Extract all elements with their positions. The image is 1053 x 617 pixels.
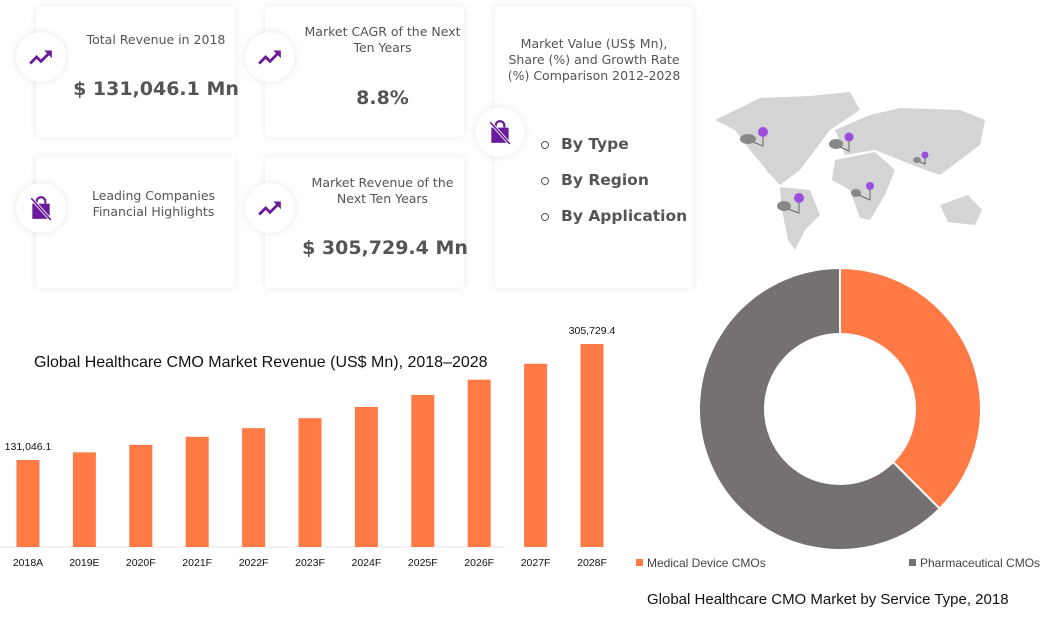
service-type-donut-chart: Medical Device CMOs Pharmaceutical CMOs … xyxy=(636,266,1040,608)
trending-up-icon xyxy=(16,32,66,82)
bar-2027F xyxy=(524,363,548,547)
option-by-region[interactable]: By Region xyxy=(541,171,649,189)
map-pin-europe xyxy=(829,132,854,152)
x-tick-label: 2022F xyxy=(239,557,269,569)
card-value: $ 305,729.4 Mn xyxy=(302,237,468,259)
trending-up-icon xyxy=(245,32,295,82)
map-pin-north-america xyxy=(740,127,768,147)
data-label-last: 305,729.4 xyxy=(569,325,616,337)
map-pin-asia xyxy=(913,151,929,165)
map-pins xyxy=(740,127,929,214)
card-label: Total Revenue in 2018 xyxy=(86,32,226,47)
card-label: Leading Companies Financial Highlights xyxy=(91,188,216,219)
x-tick-label: 2020F xyxy=(126,557,156,569)
bar-2022F xyxy=(242,428,266,547)
card-label: Market Revenue of the Next Ten Years xyxy=(311,175,454,206)
card-cagr: Market CAGR of the Next Ten Years 8.8% xyxy=(265,6,464,137)
world-map xyxy=(715,92,985,250)
x-tick-label: 2028F xyxy=(577,557,607,569)
donut-slice-1 xyxy=(698,266,942,551)
chart-title: Global Healthcare CMO Market by Service … xyxy=(647,591,1009,608)
x-tick-label: 2027F xyxy=(521,557,551,569)
trending-up-icon xyxy=(245,183,295,233)
card-label: Market Value (US$ Mn), Share (%) and Gro… xyxy=(507,36,681,83)
chart-title: Global Healthcare CMO Market Revenue (US… xyxy=(34,354,488,371)
card-value: $ 131,046.1 Mn xyxy=(73,78,239,100)
card-comparison: Market Value (US$ Mn), Share (%) and Gro… xyxy=(495,6,693,288)
donut-slice-0 xyxy=(839,266,982,511)
bar-2020F xyxy=(129,444,153,547)
legend-swatch-medical xyxy=(636,559,643,566)
x-tick-label: 2023F xyxy=(295,557,325,569)
bar-2028F xyxy=(580,344,604,547)
x-tick-label: 2018A xyxy=(13,557,43,569)
europe-asia xyxy=(835,108,985,175)
bar-2023F xyxy=(298,418,322,547)
australia xyxy=(940,195,982,225)
x-tick-label: 2021F xyxy=(182,557,212,569)
legend-label-pharma: Pharmaceutical CMOs xyxy=(920,556,1040,570)
x-tick-label: 2019E xyxy=(69,557,99,569)
x-tick-label: 2024F xyxy=(352,557,382,569)
map-pin-south-america xyxy=(777,193,804,214)
x-tick-label: 2026F xyxy=(464,557,494,569)
card-leading-companies[interactable]: Leading Companies Financial Highlights xyxy=(36,157,235,288)
map-pin-africa xyxy=(851,182,874,201)
revenue-bar-chart: Global Healthcare CMO Market Revenue (US… xyxy=(0,325,616,569)
bar-2018A xyxy=(16,459,40,547)
shopping-bag-off-icon xyxy=(16,183,66,233)
option-by-type[interactable]: By Type xyxy=(541,135,629,153)
card-value: 8.8% xyxy=(356,87,409,109)
bar-2025F xyxy=(411,394,435,547)
legend-swatch-pharma xyxy=(909,559,916,566)
option-by-application[interactable]: By Application xyxy=(541,207,687,225)
bar-2026F xyxy=(467,379,491,547)
north-america xyxy=(715,92,860,185)
south-america xyxy=(780,187,820,250)
bar-2019E xyxy=(72,452,96,547)
africa xyxy=(832,152,895,220)
card-future-revenue: Market Revenue of the Next Ten Years $ 3… xyxy=(265,157,468,288)
card-label: Market CAGR of the Next Ten Years xyxy=(304,24,461,55)
data-label-first: 131,046.1 xyxy=(5,441,52,453)
bar-2021F xyxy=(185,436,209,547)
legend-label-medical: Medical Device CMOs xyxy=(647,556,766,570)
bar-2024F xyxy=(354,406,378,547)
x-tick-label: 2025F xyxy=(408,557,438,569)
shopping-bag-off-icon xyxy=(475,107,525,157)
card-total-revenue: Total Revenue in 2018 $ 131,046.1 Mn xyxy=(36,6,239,137)
